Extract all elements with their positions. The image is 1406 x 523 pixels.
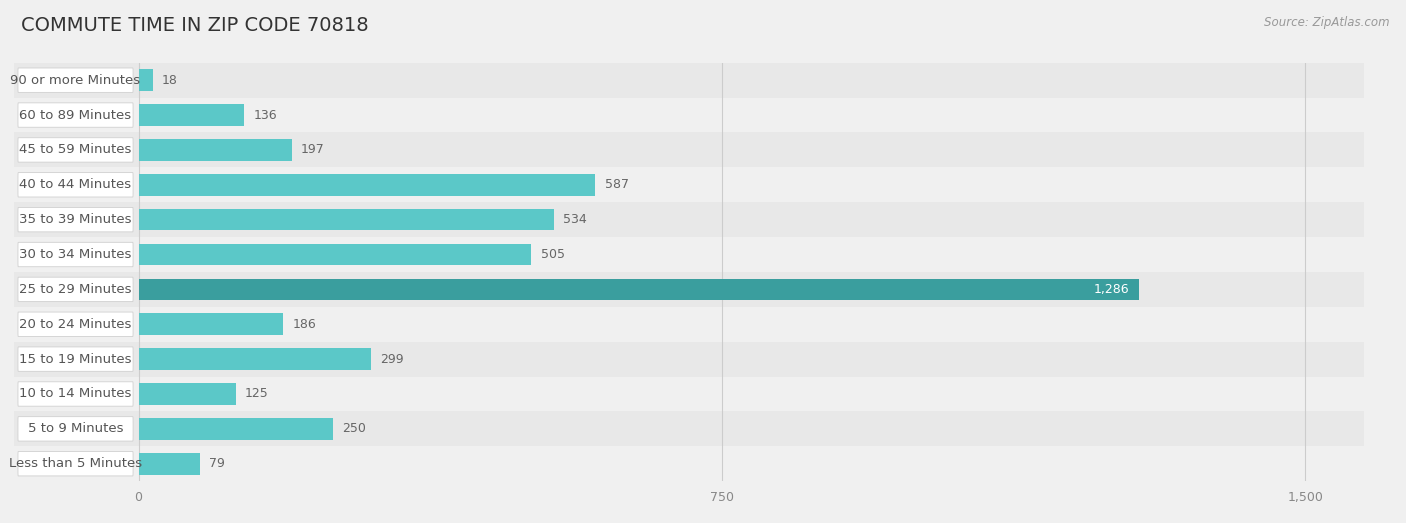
Text: 30 to 34 Minutes: 30 to 34 Minutes	[20, 248, 132, 261]
FancyBboxPatch shape	[18, 242, 134, 267]
FancyBboxPatch shape	[18, 417, 134, 441]
Bar	[139, 70, 152, 91]
Bar	[14, 132, 1364, 167]
Bar	[14, 412, 1364, 446]
Bar	[139, 139, 292, 161]
Text: 197: 197	[301, 143, 325, 156]
Text: COMMUTE TIME IN ZIP CODE 70818: COMMUTE TIME IN ZIP CODE 70818	[21, 16, 368, 35]
Text: 250: 250	[342, 423, 366, 435]
Bar	[139, 348, 371, 370]
Text: 5 to 9 Minutes: 5 to 9 Minutes	[28, 423, 124, 435]
Text: 505: 505	[541, 248, 565, 261]
Text: Less than 5 Minutes: Less than 5 Minutes	[8, 457, 142, 470]
Bar	[139, 383, 236, 405]
FancyBboxPatch shape	[18, 68, 134, 93]
FancyBboxPatch shape	[18, 347, 134, 371]
Text: 10 to 14 Minutes: 10 to 14 Minutes	[20, 388, 132, 401]
Text: 25 to 29 Minutes: 25 to 29 Minutes	[20, 283, 132, 296]
FancyBboxPatch shape	[18, 312, 134, 336]
Bar	[14, 307, 1364, 342]
FancyBboxPatch shape	[18, 382, 134, 406]
Text: 136: 136	[253, 109, 277, 121]
Text: 60 to 89 Minutes: 60 to 89 Minutes	[20, 109, 132, 121]
Text: 125: 125	[245, 388, 269, 401]
Bar	[14, 98, 1364, 132]
Text: Source: ZipAtlas.com: Source: ZipAtlas.com	[1264, 16, 1389, 29]
Bar	[14, 342, 1364, 377]
Text: 299: 299	[381, 353, 404, 366]
Text: 35 to 39 Minutes: 35 to 39 Minutes	[20, 213, 132, 226]
Bar	[14, 63, 1364, 98]
Bar	[139, 209, 554, 231]
Bar	[139, 313, 283, 335]
Bar	[139, 453, 200, 474]
FancyBboxPatch shape	[18, 103, 134, 127]
Bar	[139, 244, 531, 265]
Bar	[14, 377, 1364, 412]
Text: 79: 79	[209, 457, 225, 470]
Text: 90 or more Minutes: 90 or more Minutes	[10, 74, 141, 87]
FancyBboxPatch shape	[18, 451, 134, 476]
FancyBboxPatch shape	[18, 277, 134, 302]
Text: 40 to 44 Minutes: 40 to 44 Minutes	[20, 178, 132, 191]
Bar	[14, 202, 1364, 237]
Bar	[139, 418, 333, 440]
Bar	[14, 446, 1364, 481]
Bar	[139, 174, 595, 196]
Text: 587: 587	[605, 178, 628, 191]
Bar	[139, 104, 245, 126]
Text: 15 to 19 Minutes: 15 to 19 Minutes	[20, 353, 132, 366]
Text: 18: 18	[162, 74, 177, 87]
Text: 20 to 24 Minutes: 20 to 24 Minutes	[20, 318, 132, 331]
Bar	[14, 237, 1364, 272]
Bar	[14, 167, 1364, 202]
FancyBboxPatch shape	[18, 138, 134, 162]
Text: 186: 186	[292, 318, 316, 331]
Bar	[139, 279, 1139, 300]
FancyBboxPatch shape	[18, 208, 134, 232]
Text: 1,286: 1,286	[1094, 283, 1129, 296]
Text: 534: 534	[564, 213, 588, 226]
Text: 45 to 59 Minutes: 45 to 59 Minutes	[20, 143, 132, 156]
Bar	[14, 272, 1364, 307]
FancyBboxPatch shape	[18, 173, 134, 197]
